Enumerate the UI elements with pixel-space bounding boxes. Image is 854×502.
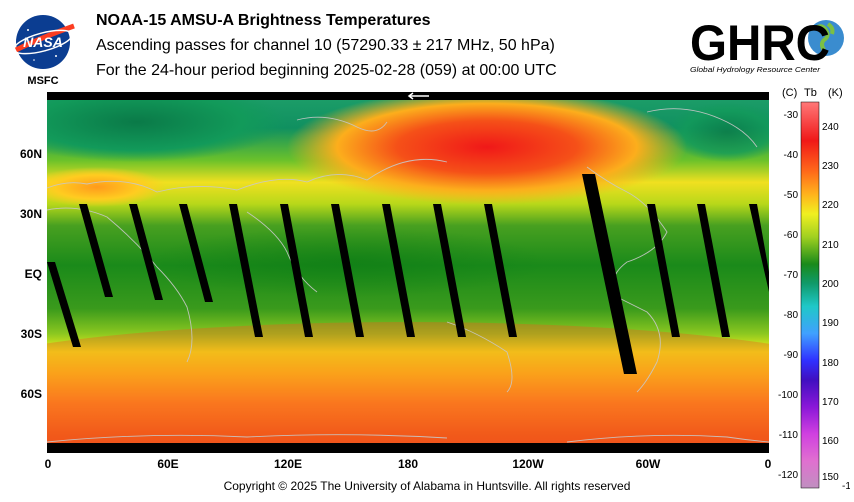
nasa-meatball-logo: NASA MSFC — [13, 15, 75, 87]
celsius-tick: -110 — [779, 430, 799, 441]
ghrc-caption: Global Hydrology Resource Center — [690, 67, 821, 74]
celsius-tick: -80 — [784, 310, 799, 321]
kelvin-tick: 190 — [822, 318, 839, 329]
lat-label: 30S — [20, 327, 42, 341]
lat-label: 60S — [20, 387, 42, 401]
period-text: For the 24-hour period beginning 2025-02… — [96, 62, 557, 79]
kelvin-tick: 160 — [822, 436, 839, 447]
lat-label: 30N — [19, 207, 42, 221]
colorbar-header-k: (K) — [828, 87, 843, 99]
celsius-tick: -120 — [778, 470, 798, 481]
copyright-text: Copyright © 2025 The University of Alaba… — [223, 479, 631, 493]
lon-label: 60E — [157, 457, 179, 471]
celsius-tick: -100 — [778, 390, 798, 401]
lon-label: 180 — [397, 457, 419, 471]
lon-label: 0 — [44, 457, 52, 471]
celsius-tick: -150 — [842, 481, 850, 492]
kelvin-tick: 240 — [822, 122, 839, 133]
lat-label: 60N — [19, 147, 42, 161]
temperature-colorbar: (C) Tb (K) -30 -40 -50 -60 -70 -80 -90 -… — [778, 87, 850, 492]
colorbar-header-tb: Tb — [804, 87, 817, 99]
arrow-left-icon — [407, 92, 429, 100]
kelvin-tick: 220 — [822, 200, 839, 211]
celsius-tick: -70 — [784, 270, 799, 281]
ghrc-logo: GHRC Global Hydrology Resource Center — [690, 15, 844, 74]
msfc-caption: MSFC — [27, 75, 58, 87]
celsius-tick: -90 — [784, 350, 799, 361]
page-title: NOAA-15 AMSU-A Brightness Temperatures — [96, 12, 431, 29]
kelvin-tick: 230 — [822, 161, 839, 172]
kelvin-tick: 200 — [822, 279, 839, 290]
brightness-temperature-map — [47, 92, 769, 453]
kelvin-tick: 150 — [822, 472, 839, 483]
lat-label: EQ — [24, 267, 42, 281]
colorbar-header-c: (C) — [782, 87, 797, 99]
celsius-tick: -40 — [784, 150, 799, 161]
lon-label: 60W — [635, 457, 661, 471]
celsius-tick: -30 — [784, 110, 799, 121]
nasa-logo-text: NASA — [23, 34, 63, 50]
lon-label: 120W — [512, 457, 544, 471]
kelvin-tick: 180 — [822, 358, 839, 369]
subtitle: Ascending passes for channel 10 (57290.3… — [96, 37, 555, 54]
celsius-tick: -60 — [784, 230, 799, 241]
lon-label: 120E — [273, 457, 303, 471]
ghrc-logo-text: GHRC — [690, 15, 830, 71]
lon-label: 0 — [764, 457, 772, 471]
kelvin-tick: 170 — [822, 397, 839, 408]
kelvin-tick: 210 — [822, 240, 839, 251]
celsius-tick: -50 — [784, 190, 799, 201]
